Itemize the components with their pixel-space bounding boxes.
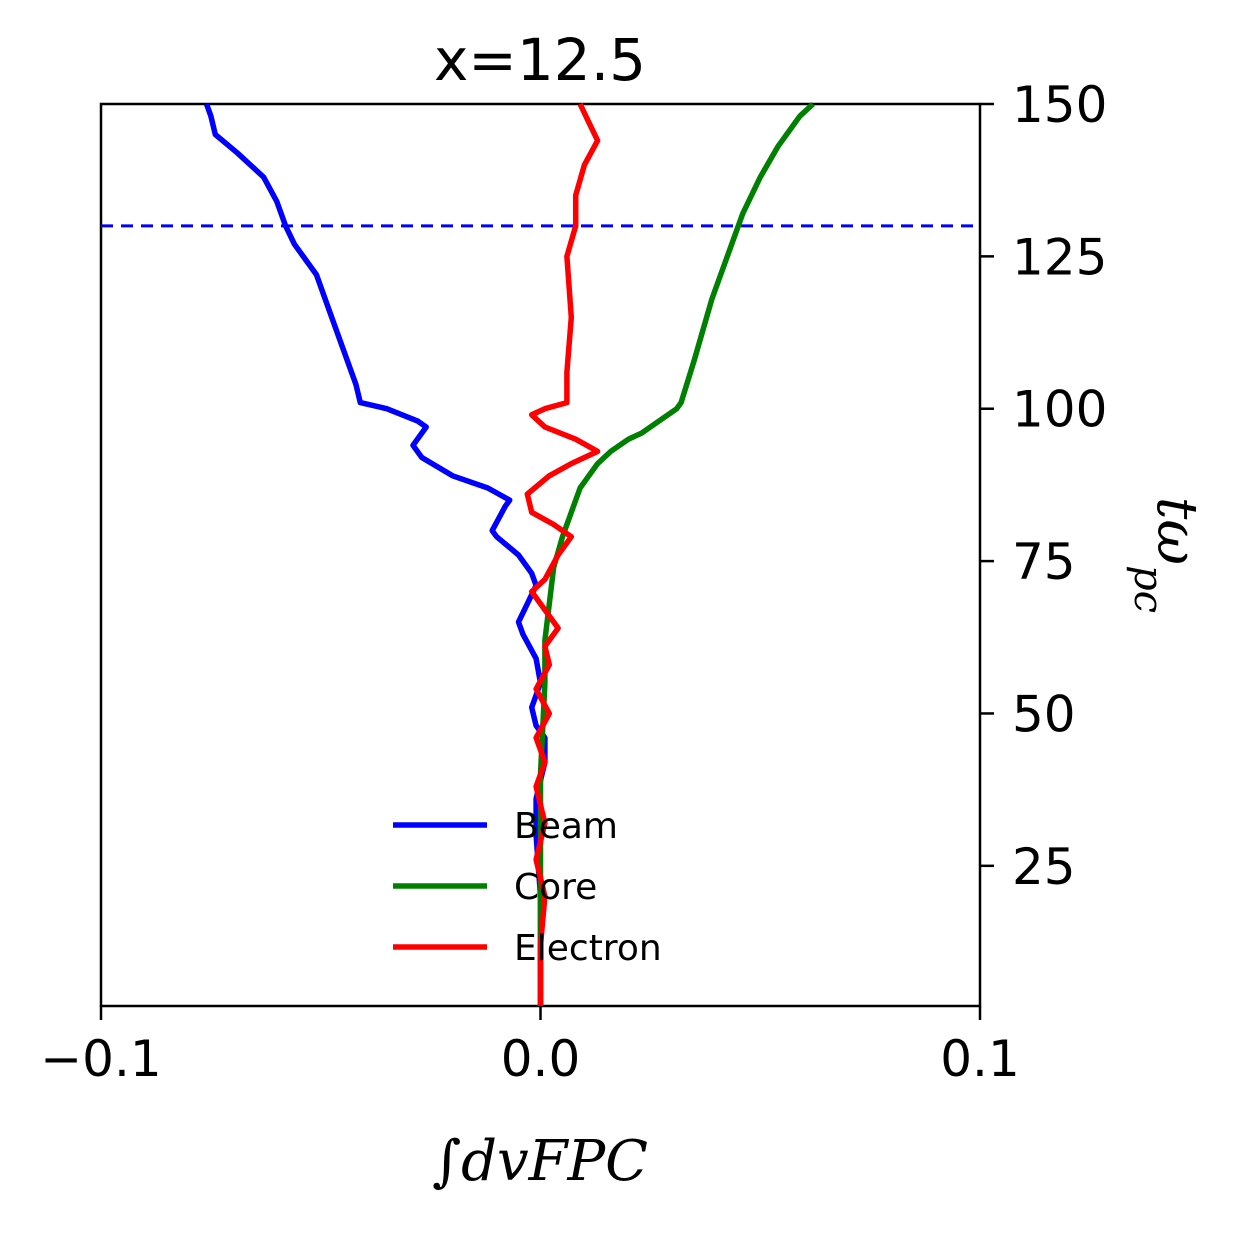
series-lines: [203, 101, 815, 1006]
x-tick-label: 0.1: [940, 1030, 1020, 1088]
series-line-beam: [203, 103, 548, 1006]
x-axis-label: ∫dvFPC: [432, 1129, 648, 1194]
y-tick-label: 100: [1012, 381, 1107, 439]
y-tick-label: 150: [1012, 76, 1107, 134]
x-tick-label: 0.0: [501, 1030, 581, 1088]
series-line-electron: [524, 102, 601, 1006]
legend-label: Core: [514, 867, 597, 908]
x-axis: −0.1 0.0 0.1: [40, 1006, 1020, 1088]
y-tick-label: 75: [1012, 533, 1076, 591]
y-axis: 25 50 75 100 125 150: [980, 76, 1107, 896]
y-axis-label: tωpc: [1125, 497, 1209, 613]
y-tick-label: 125: [1012, 228, 1107, 286]
series-line-core: [537, 101, 815, 1006]
legend: Beam Core Electron: [393, 806, 662, 969]
legend-label: Beam: [514, 806, 618, 847]
y-tick-label: 25: [1012, 838, 1076, 896]
x-tick-label: −0.1: [40, 1030, 161, 1088]
chart-title: x=12.5: [434, 26, 646, 94]
legend-label: Electron: [514, 928, 662, 969]
y-tick-label: 50: [1012, 685, 1076, 743]
